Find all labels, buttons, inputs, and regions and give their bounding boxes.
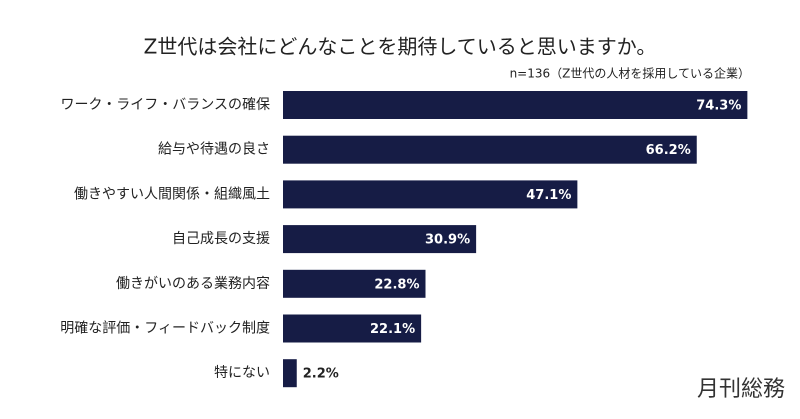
brand-logo: 月刊総務: [697, 377, 785, 402]
bar: [283, 314, 422, 343]
chart-title: Z世代は会社にどんなことを期待していると思いますか。: [144, 35, 657, 59]
bar: [283, 91, 748, 119]
value-label: 22.1%: [370, 322, 415, 337]
category-label: 働きがいのある業務内容: [116, 275, 270, 292]
bar: [283, 135, 697, 164]
bar: [283, 359, 297, 388]
category-label: 特にない: [214, 365, 270, 381]
value-label: 66.2%: [646, 143, 691, 158]
chart-subtitle: n=136（Z世代の人材を採用している企業）: [510, 66, 750, 81]
value-label: 2.2%: [303, 367, 339, 382]
category-label: 明確な評価・フィードバック制度: [60, 321, 270, 337]
bar: [283, 180, 578, 209]
value-label: 74.3%: [696, 99, 741, 114]
category-label: 給与や待遇の良さ: [158, 142, 270, 158]
bar: [283, 269, 426, 298]
bar: [283, 225, 477, 254]
category-label: ワーク・ライフ・バランスの確保: [61, 97, 270, 113]
value-label: 47.1%: [526, 188, 571, 203]
value-label: 30.9%: [425, 233, 470, 248]
value-label: 22.8%: [374, 277, 419, 292]
category-label: 働きやすい人間関係・組織風土: [74, 186, 270, 202]
category-label: 自己成長の支援: [172, 231, 270, 247]
